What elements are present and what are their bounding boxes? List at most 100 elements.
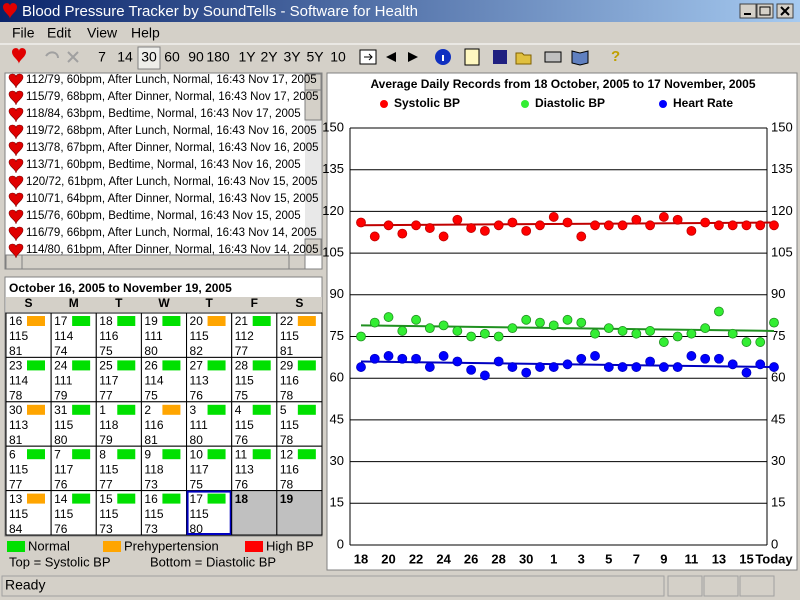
day-number: 27 <box>190 359 204 373</box>
menu-item[interactable]: View <box>87 25 118 41</box>
scroll-down[interactable] <box>304 238 322 256</box>
y-tick-label: 75 <box>330 328 344 343</box>
record-row[interactable]: 120/72, 61bpm, After Lunch, Normal, 16:4… <box>26 176 318 188</box>
data-point <box>397 228 408 239</box>
data-point <box>741 367 752 378</box>
chart-panel <box>326 72 798 571</box>
day-number: 28 <box>235 359 249 373</box>
record-row[interactable]: 114/80, 61bpm, After Dinner, Normal, 16:… <box>26 244 319 256</box>
data-point <box>645 356 655 367</box>
period-button[interactable]: 10 <box>330 49 346 65</box>
record-row[interactable]: 113/78, 67bpm, After Dinner, Normal, 16:… <box>26 142 319 154</box>
day-number: 21 <box>235 314 249 328</box>
day-number: 17 <box>54 314 68 328</box>
data-point <box>617 362 628 372</box>
day-number: 24 <box>54 359 68 373</box>
period-button[interactable]: 1Y <box>238 49 256 65</box>
x-tick-label: 18 <box>354 551 368 566</box>
data-point <box>576 231 587 242</box>
period-button[interactable]: 14 <box>117 49 133 65</box>
period-button[interactable]: 2Y <box>260 49 278 65</box>
data-point <box>438 351 449 361</box>
record-row[interactable]: 110/71, 64bpm, After Dinner, Normal, 16:… <box>26 193 319 205</box>
record-row[interactable]: 113/71, 60bpm, Bedtime, Normal, 16:43 No… <box>26 159 301 171</box>
period-button[interactable]: 180 <box>206 49 230 65</box>
y2-tick-label: 150 <box>771 119 793 134</box>
data-point <box>769 362 779 372</box>
data-point <box>672 331 683 342</box>
period-button[interactable]: 30 <box>141 49 157 65</box>
y2-tick-label: 120 <box>771 203 793 218</box>
menu-item[interactable]: Edit <box>47 25 71 41</box>
period-button[interactable]: 7 <box>98 49 106 65</box>
prev-button[interactable] <box>386 52 396 62</box>
data-point <box>383 220 394 231</box>
notes-button[interactable] <box>464 48 480 66</box>
weekday: F <box>251 296 258 310</box>
data-point <box>590 220 600 231</box>
add-record-button[interactable] <box>12 48 26 64</box>
day-number: 12 <box>280 447 294 461</box>
help-book-button[interactable] <box>571 50 589 66</box>
data-point <box>548 362 559 372</box>
h-scroll-thumb[interactable] <box>21 254 293 270</box>
undo-button[interactable] <box>45 51 59 59</box>
y2-tick-label: 30 <box>771 453 785 468</box>
data-point <box>755 359 766 370</box>
status-swatch <box>72 493 91 504</box>
y-tick-label: 60 <box>330 370 344 385</box>
day-number: 30 <box>9 403 23 417</box>
menu-item[interactable]: Help <box>131 25 160 41</box>
day-systolic: 115 <box>9 507 28 521</box>
status-swatch <box>162 493 181 504</box>
record-icon <box>8 141 24 157</box>
calendar-title: October 16, 2005 to November 19, 2005 <box>9 281 232 295</box>
record-list[interactable] <box>4 72 323 270</box>
record-row[interactable]: 115/76, 60bpm, Bedtime, Normal, 16:43 No… <box>26 210 301 222</box>
minimize-button[interactable] <box>739 3 757 19</box>
day-number: 26 <box>144 359 158 373</box>
data-point <box>424 223 435 233</box>
scroll-right[interactable] <box>288 254 306 270</box>
weekday: T <box>205 296 213 310</box>
x-tick-label: 1 <box>550 551 557 566</box>
status-swatch <box>207 316 226 326</box>
weekday: S <box>25 296 33 310</box>
record-row[interactable]: 112/79, 60bpm, After Lunch, Normal, 16:4… <box>26 74 317 86</box>
maximize-button[interactable] <box>756 3 774 19</box>
delete-button[interactable] <box>67 51 79 63</box>
record-icon <box>8 73 24 89</box>
day-cell[interactable] <box>276 490 323 536</box>
weekday: W <box>158 296 170 310</box>
record-row[interactable]: 119/72, 68bpm, After Lunch, Normal, 16:4… <box>26 125 317 137</box>
selected-day <box>186 490 232 536</box>
status-swatch <box>72 316 91 326</box>
context-help-button[interactable]: ? <box>611 48 620 65</box>
period-button[interactable]: 3Y <box>283 49 301 65</box>
menu-item[interactable]: File <box>12 25 35 41</box>
data-point <box>590 351 600 361</box>
period-button[interactable]: 5Y <box>306 49 324 65</box>
record-row[interactable]: 118/84, 63bpm, Bedtime, Normal, 16:43 No… <box>26 108 301 120</box>
data-point <box>645 326 655 336</box>
record-row[interactable]: 116/79, 66bpm, After Lunch, Normal, 16:4… <box>26 227 317 239</box>
day-systolic: 115 <box>235 418 254 432</box>
open-button[interactable] <box>515 52 532 65</box>
scroll-left[interactable] <box>5 254 23 270</box>
day-number: 16 <box>144 492 158 506</box>
day-cell[interactable] <box>231 490 278 536</box>
day-number: 19 <box>280 492 294 506</box>
data-point <box>507 217 518 228</box>
record-row[interactable]: 115/79, 68bpm, After Dinner, Normal, 16:… <box>26 91 319 103</box>
save-button[interactable] <box>493 50 507 64</box>
record-icon <box>8 192 24 208</box>
period-button[interactable]: 60 <box>164 49 180 65</box>
legend-swatch <box>7 541 25 552</box>
next-button[interactable] <box>408 52 418 62</box>
data-point <box>507 323 518 334</box>
print-button[interactable] <box>544 51 562 63</box>
scroll-thumb[interactable] <box>304 89 322 121</box>
data-point <box>686 328 697 339</box>
day-number: 18 <box>235 492 249 506</box>
period-button[interactable]: 90 <box>188 49 204 65</box>
